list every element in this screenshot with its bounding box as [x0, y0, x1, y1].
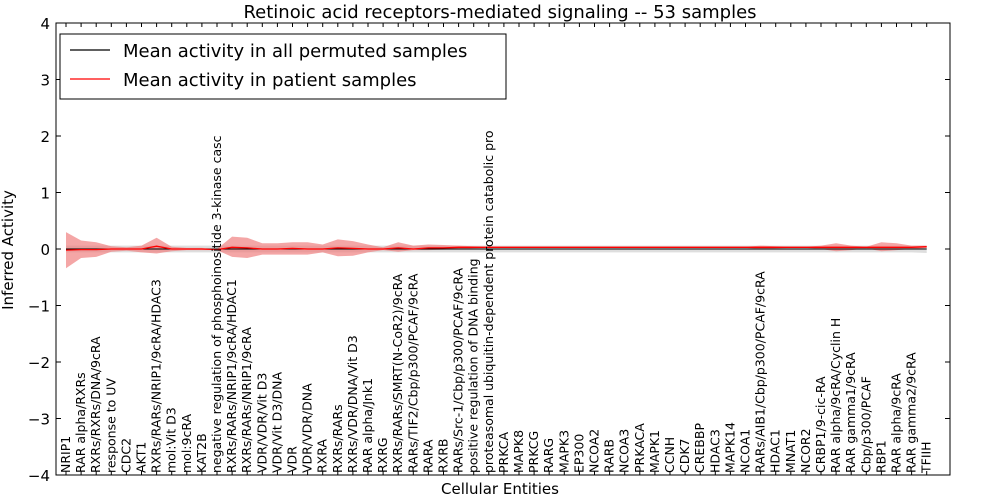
legend-frame — [59, 33, 507, 100]
x-tick-label: NRIP1 — [58, 436, 73, 473]
x-tick-label: VDR — [285, 446, 300, 473]
legend-label-patient: Mean activity in patient samples — [123, 70, 417, 91]
legend: Mean activity in all permuted samples Me… — [59, 33, 507, 100]
x-tick-label: proteasomal ubiquitin-dependent protein … — [481, 130, 496, 473]
x-tick-label: MAPK8 — [511, 430, 526, 473]
x-tick-label: RXRB — [436, 438, 451, 473]
x-tick-label: RARG — [541, 438, 556, 473]
x-tick-label: RARB — [602, 439, 617, 473]
x-tick-label: RXRs/RARs/NRIP1/9cRA — [239, 327, 254, 473]
x-tick-label: RARs/AIB1/Cbp/p300/PCAF/9cRA — [753, 271, 768, 473]
x-tick-label: NCOA2 — [587, 429, 602, 473]
x-tick-label: RARs/Src-1/Cbp/p300/PCAF/9cRA — [451, 267, 466, 473]
x-tick-label: NCOA1 — [738, 429, 753, 473]
x-tick-label: MAPK3 — [556, 430, 571, 473]
x-tick-label: RXRs/RARs/NRIP1/9cRA/HDAC1 — [224, 279, 239, 473]
x-tick-label: MAPK1 — [647, 430, 662, 473]
y-axis-label: Inferred Activity — [0, 190, 17, 310]
x-tick-label: AKT1 — [134, 442, 149, 473]
x-tick-label: MAPK14 — [722, 422, 737, 473]
x-tick-label: RXRs/VDR/DNA/Vit D3 — [345, 335, 360, 473]
x-tick-label: CRBP1/9-cic-RA — [813, 376, 828, 473]
x-tick-label: PRKCA — [496, 432, 511, 473]
x-tick-label: RXRs/RARs — [330, 404, 345, 473]
x-tick-label: RAR alpha/9cRA/Cyclin H — [828, 318, 843, 473]
x-tick-label: CCNH — [662, 437, 677, 473]
y-tick-label: 0 — [40, 241, 50, 259]
series-lines — [65, 245, 927, 251]
x-tick-label: KAT2B — [194, 433, 209, 473]
x-tick-label: PRKACA — [632, 423, 647, 473]
y-axis: −4 −3 −2 −1 0 1 2 3 4 — [28, 15, 950, 485]
x-tick-label: PRKCG — [526, 431, 541, 473]
chart-title: Retinoic acid receptors-mediated signali… — [243, 2, 756, 23]
x-tick-label: RAR alpha/Jnk1 — [360, 378, 375, 473]
x-tick-label: RBP1 — [873, 440, 888, 473]
x-tick-label: NCOA3 — [617, 429, 632, 473]
x-tick-label: mol:Vit D3 — [164, 407, 179, 473]
x-tick-label: TFIIH — [919, 441, 934, 474]
y-tick-label: −3 — [28, 411, 50, 429]
y-tick-label: 3 — [40, 72, 50, 90]
x-tick-label: negative regulation of phosphoinositide … — [209, 135, 224, 473]
x-tick-label: Cbp/p300/PCAF — [858, 376, 873, 473]
x-tick-label: CDK7 — [677, 438, 692, 473]
x-tick-label: RARs/TIF2/Cbp/p300/PCAF/9cRA — [405, 273, 420, 473]
x-tick-label: RARA — [420, 439, 435, 473]
x-axis-label: Cellular Entities — [441, 480, 559, 498]
confidence-bands — [66, 232, 927, 269]
x-tick-label: NCOR2 — [798, 428, 813, 473]
x-tick-label: RXRs/RXRs/DNA/9cRA — [88, 336, 103, 473]
x-tick-label: RAR gamma1/9cRA — [843, 352, 858, 473]
x-tick-label: HDAC3 — [707, 429, 722, 473]
y-tick-label: −4 — [28, 467, 50, 485]
x-tick-label: positive regulation of DNA binding — [466, 258, 481, 473]
x-tick-label: RXRs/RARs/SMRT(N-CoR2)/9cRA — [390, 273, 405, 473]
x-tick-label: EP300 — [571, 434, 586, 473]
x-tick-label: RXRs/RARs/NRIP1/9cRA/HDAC3 — [149, 279, 164, 473]
x-tick-label: VDR/VDR/Vit D3 — [254, 373, 269, 473]
y-tick-label: 1 — [40, 185, 50, 203]
x-tick-label: RAR alpha/9cRA — [889, 373, 904, 473]
x-tick-label: RAR gamma2/9cRA — [904, 352, 919, 473]
y-tick-label: −1 — [28, 298, 50, 316]
y-tick-label: −2 — [28, 354, 50, 372]
line-patient — [65, 245, 927, 251]
x-axis: NRIP1 RAR alpha/RXRs RXRs/RXRs/DNA/9cRA res… — [58, 23, 934, 475]
x-tick-label: HDAC1 — [768, 429, 783, 473]
x-tick-label: VDR/VDR/DNA — [300, 383, 315, 473]
x-tick-label: response to UV — [103, 378, 118, 473]
y-tick-label: 2 — [40, 128, 50, 146]
x-tick-label: RXRG — [375, 437, 390, 473]
y-tick-label: 4 — [40, 15, 50, 33]
x-tick-label: RAR alpha/RXRs — [73, 372, 88, 473]
x-tick-label: RXRA — [315, 439, 330, 473]
band-patient — [66, 232, 927, 269]
x-tick-label: VDR/Vit D3/DNA — [269, 372, 284, 473]
x-tick-label: CDC2 — [118, 438, 133, 473]
x-tick-label: mol:9cRA — [179, 413, 194, 473]
x-tick-label: MNAT1 — [783, 430, 798, 473]
x-tick-label: CREBBP — [692, 423, 707, 473]
legend-label-permuted: Mean activity in all permuted samples — [123, 41, 467, 62]
